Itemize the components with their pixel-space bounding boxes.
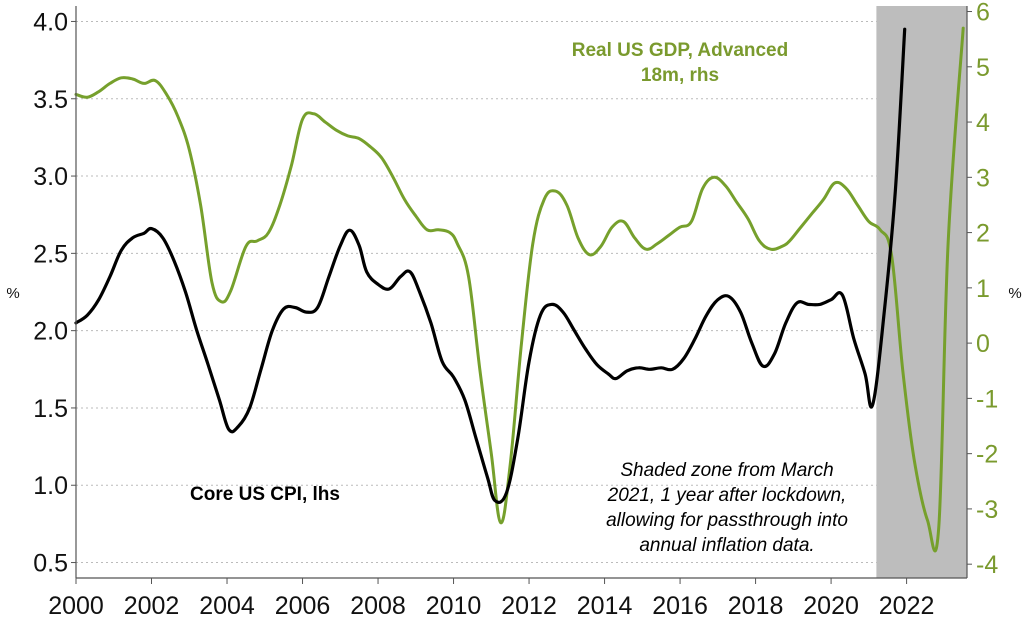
left-tick-label-3.5: 3.5 [33, 86, 68, 114]
x-tick-label-2018: 2018 [728, 592, 784, 620]
right-tick-label-6: 6 [976, 0, 990, 27]
gdp-series-label-line1: Real US GDP, Advanced [572, 40, 788, 61]
shaded-zone [876, 6, 967, 578]
x-tick-label-2012: 2012 [501, 592, 557, 620]
core-cpi-line [74, 27, 907, 505]
x-tick-label-2010: 2010 [426, 592, 482, 620]
x-tick-label-2016: 2016 [652, 592, 708, 620]
shade-note-line2: 2021, 1 year after lockdown, [607, 485, 847, 506]
right-tick-label--2: -2 [976, 441, 998, 469]
axes [71, 6, 972, 584]
right-tick-label--3: -3 [976, 496, 998, 524]
shaded-zone-layer [876, 6, 967, 578]
right-axis-label: % [1008, 285, 1021, 302]
right-tick-label-4: 4 [976, 109, 990, 137]
right-tick-label-2: 2 [976, 220, 990, 248]
real-gdp-line [74, 26, 965, 553]
right-tick-label-1: 1 [976, 275, 990, 303]
series-lines [74, 26, 965, 553]
left-tick-label-1.5: 1.5 [33, 395, 68, 423]
x-tick-label-2002: 2002 [124, 592, 180, 620]
x-tick-label-2004: 2004 [199, 592, 255, 620]
left-tick-label-1.0: 1.0 [33, 472, 68, 500]
x-tick-label-2022: 2022 [879, 592, 935, 620]
x-tick-label-2020: 2020 [803, 592, 859, 620]
left-axis-label: % [6, 285, 19, 302]
left-tick-label-3.0: 3.0 [33, 163, 68, 191]
x-tick-label-2000: 2000 [48, 592, 104, 620]
right-tick-label-5: 5 [976, 54, 990, 82]
gdp-series-label-line2: 18m, rhs [641, 65, 719, 86]
shade-note-line4: annual inflation data. [639, 535, 814, 556]
right-tick-label-3: 3 [976, 164, 990, 192]
x-tick-label-2008: 2008 [350, 592, 406, 620]
left-tick-label-4.0: 4.0 [33, 8, 68, 36]
grid-lines [76, 20, 967, 564]
right-tick-label-0: 0 [976, 330, 990, 358]
shade-note-line3: allowing for passthrough into [606, 510, 848, 531]
cpi-series-label: Core US CPI, lhs [190, 484, 340, 505]
right-tick-label--4: -4 [976, 551, 998, 579]
shade-note-line1: Shaded zone from March [620, 460, 833, 481]
x-tick-label-2006: 2006 [275, 592, 331, 620]
left-tick-label-2.0: 2.0 [33, 318, 68, 346]
right-tick-label--1: -1 [976, 385, 998, 413]
left-tick-label-2.5: 2.5 [33, 240, 68, 268]
left-tick-label-0.5: 0.5 [33, 550, 68, 578]
tick-labels: 0.5 1.0 1.5 2.0 2.5 3.0 3.5 4.0 -4 -3 -2 -1 0 1 2 3 4 5 6 2… [33, 0, 998, 620]
x-tick-label-2014: 2014 [577, 592, 633, 620]
